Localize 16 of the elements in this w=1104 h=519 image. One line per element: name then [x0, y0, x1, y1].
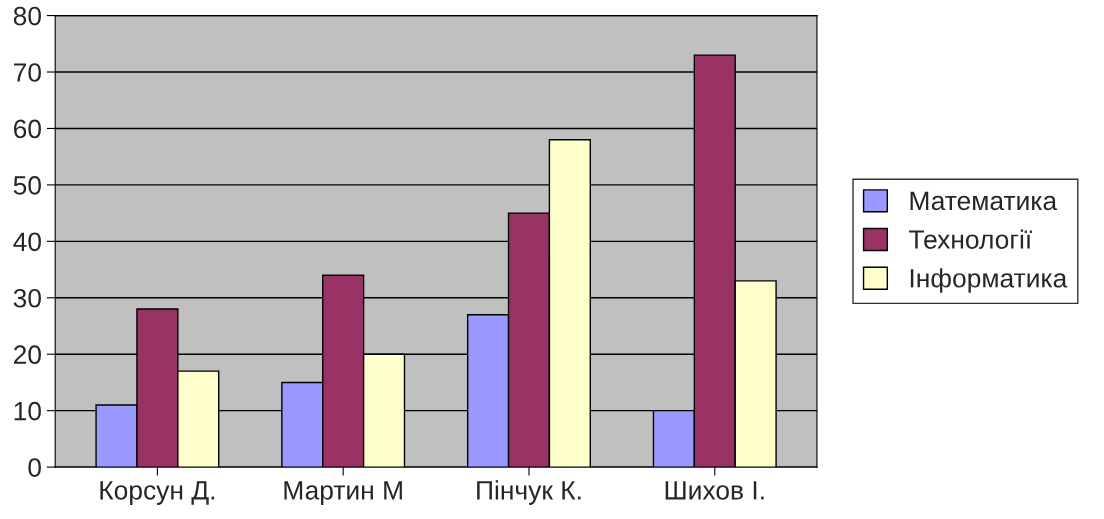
y-tick-label: 40 [13, 232, 41, 252]
y-tick-label: 10 [14, 401, 41, 421]
y-tick-label: 0 [28, 458, 41, 477]
legend-label: Технології [909, 229, 1032, 249]
x-tick-label: Мартин М [284, 481, 402, 505]
y-tick-label: 30 [13, 288, 41, 308]
x-tick-label: Шихов І. [665, 481, 764, 500]
y-tick-label: 60 [14, 119, 41, 139]
y-tick-label: 20 [13, 345, 41, 365]
legend-label: Математика [910, 191, 1058, 211]
x-tick-label: Корсун Д. [100, 481, 215, 505]
x-tick-label: Пінчук К. [477, 480, 581, 505]
y-tick-label: 50 [13, 176, 41, 195]
legend-label: Інформатика [910, 268, 1068, 293]
y-tick-label: 70 [14, 63, 41, 82]
y-tick-label: 80 [13, 6, 41, 26]
